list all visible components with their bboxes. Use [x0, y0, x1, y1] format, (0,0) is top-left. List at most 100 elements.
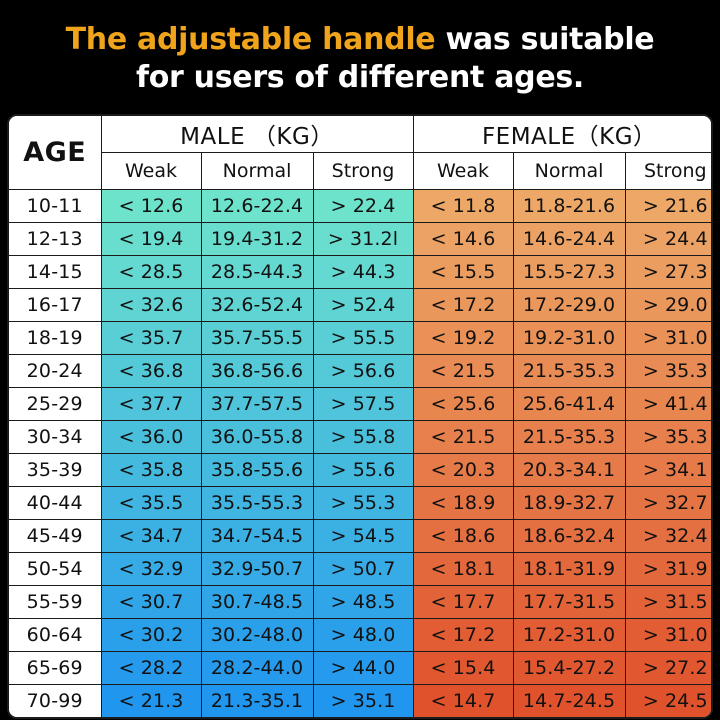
cell-male-normal: 32.6-52.4	[200, 288, 314, 322]
cell-female-normal: 19.2-31.0	[512, 321, 626, 355]
cell-female-normal: 25.6-41.4	[512, 387, 626, 421]
cell-female-weak: < 21.5	[412, 420, 514, 454]
cell-female-strong: > 27.3	[624, 255, 711, 289]
cell-age: 45-49	[9, 519, 102, 553]
cell-male-strong: > 55.8	[312, 420, 414, 454]
table-row: 14-15 < 28.5 28.5-44.3 > 44.3 < 15.5 15.5-27.…	[9, 255, 711, 289]
cell-female-normal: 14.6-24.4	[512, 222, 626, 256]
cell-male-normal: 36.8-56.6	[200, 354, 314, 388]
table-header: AGE MALE （KG） FEMALE（KG） Weak Normal Str…	[9, 116, 711, 190]
title-rest-text: was suitable	[435, 22, 655, 57]
cell-female-normal: 15.4-27.2	[512, 651, 626, 685]
table-row: 70-99 < 21.3 21.3-35.1 > 35.1 < 14.7 14.7-24.…	[9, 684, 711, 717]
cell-female-normal: 17.7-31.5	[512, 585, 626, 619]
cell-female-strong: > 32.4	[624, 519, 711, 553]
cell-age: 70-99	[9, 684, 102, 717]
cell-female-strong: > 24.5	[624, 684, 711, 717]
cell-male-weak: < 36.8	[100, 354, 202, 388]
cell-male-weak: < 19.4	[100, 222, 202, 256]
cell-male-weak: < 35.5	[100, 486, 202, 520]
cell-male-strong: > 22.4	[312, 189, 414, 223]
title-line-2: for users of different ages.	[135, 60, 585, 95]
cell-male-strong: > 54.5	[312, 519, 414, 553]
cell-male-normal: 30.2-48.0	[200, 618, 314, 652]
cell-male-normal: 21.3-35.1	[200, 684, 314, 717]
cell-male-strong: > 57.5	[312, 387, 414, 421]
cell-age: 12-13	[9, 222, 102, 256]
cell-male-weak: < 30.2	[100, 618, 202, 652]
table-body: 10-11 < 12.6 12.6-22.4 > 22.4 < 11.8 11.8-21.…	[9, 189, 711, 717]
cell-female-weak: < 17.2	[412, 618, 514, 652]
cell-female-strong: > 41.4	[624, 387, 711, 421]
header-row-subs: Weak Normal Strong Weak Normal Strong	[9, 152, 711, 190]
cell-male-normal: 28.2-44.0	[200, 651, 314, 685]
header-group-female: FEMALE（KG）	[412, 116, 711, 153]
cell-female-strong: > 29.0	[624, 288, 711, 322]
cell-age: 16-17	[9, 288, 102, 322]
cell-female-weak: < 14.6	[412, 222, 514, 256]
cell-male-strong: > 55.3	[312, 486, 414, 520]
header-age: AGE	[9, 116, 102, 190]
cell-female-strong: > 21.6	[624, 189, 711, 223]
cell-female-normal: 14.7-24.5	[512, 684, 626, 717]
cell-male-weak: < 12.6	[100, 189, 202, 223]
grip-strength-table-frame: AGE MALE （KG） FEMALE（KG） Weak Normal Str…	[7, 114, 713, 719]
cell-female-normal: 21.5-35.3	[512, 354, 626, 388]
cell-female-weak: < 15.5	[412, 255, 514, 289]
cell-female-strong: > 27.2	[624, 651, 711, 685]
cell-female-weak: < 11.8	[412, 189, 514, 223]
title-accent-text: The adjustable handle	[65, 22, 436, 57]
table-row: 65-69 < 28.2 28.2-44.0 > 44.0 < 15.4 15.4-27.…	[9, 651, 711, 685]
cell-age: 25-29	[9, 387, 102, 421]
header-female-weak: Weak	[412, 152, 514, 190]
header-female-strong: Strong	[624, 152, 711, 190]
header-male-normal: Normal	[200, 152, 314, 190]
cell-male-strong: > 55.6	[312, 453, 414, 487]
cell-male-weak: < 32.9	[100, 552, 202, 586]
cell-male-strong: > 35.1	[312, 684, 414, 717]
cell-female-normal: 11.8-21.6	[512, 189, 626, 223]
header-row-groups: AGE MALE （KG） FEMALE（KG）	[9, 116, 711, 190]
cell-age: 55-59	[9, 585, 102, 619]
cell-male-normal: 35.5-55.3	[200, 486, 314, 520]
table-row: 45-49 < 34.7 34.7-54.5 > 54.5 < 18.6 18.6-32.…	[9, 519, 711, 553]
cell-age: 60-64	[9, 618, 102, 652]
cell-age: 10-11	[9, 189, 102, 223]
cell-female-strong: > 32.7	[624, 486, 711, 520]
cell-female-normal: 21.5-35.3	[512, 420, 626, 454]
cell-male-normal: 35.8-55.6	[200, 453, 314, 487]
cell-age: 30-34	[9, 420, 102, 454]
title-banner: The adjustable handle was suitable for u…	[0, 0, 720, 114]
cell-female-strong: > 31.5	[624, 585, 711, 619]
cell-male-weak: < 36.0	[100, 420, 202, 454]
cell-female-strong: > 35.3	[624, 354, 711, 388]
cell-female-weak: < 25.6	[412, 387, 514, 421]
header-female-normal: Normal	[512, 152, 626, 190]
cell-female-normal: 18.1-31.9	[512, 552, 626, 586]
cell-male-strong: > 52.4	[312, 288, 414, 322]
cell-female-weak: < 14.7	[412, 684, 514, 717]
cell-age: 35-39	[9, 453, 102, 487]
cell-female-weak: < 19.2	[412, 321, 514, 355]
cell-female-normal: 20.3-34.1	[512, 453, 626, 487]
cell-female-strong: > 31.9	[624, 552, 711, 586]
cell-male-normal: 37.7-57.5	[200, 387, 314, 421]
cell-age: 18-19	[9, 321, 102, 355]
header-group-male: MALE （KG）	[100, 116, 414, 153]
cell-male-strong: > 50.7	[312, 552, 414, 586]
table-row: 20-24 < 36.8 36.8-56.6 > 56.6 < 21.5 21.5-35.…	[9, 354, 711, 388]
cell-female-weak: < 17.2	[412, 288, 514, 322]
cell-female-weak: < 15.4	[412, 651, 514, 685]
table-row: 40-44 < 35.5 35.5-55.3 > 55.3 < 18.9 18.9-32.…	[9, 486, 711, 520]
cell-age: 20-24	[9, 354, 102, 388]
cell-male-normal: 32.9-50.7	[200, 552, 314, 586]
cell-male-weak: < 28.2	[100, 651, 202, 685]
cell-female-strong: > 24.4	[624, 222, 711, 256]
table-row: 12-13 < 19.4 19.4-31.2 > 31.2l < 14.6 14.6-24…	[9, 222, 711, 256]
cell-male-weak: < 34.7	[100, 519, 202, 553]
cell-female-normal: 18.6-32.4	[512, 519, 626, 553]
cell-male-weak: < 35.8	[100, 453, 202, 487]
cell-male-strong: > 56.6	[312, 354, 414, 388]
cell-male-normal: 34.7-54.5	[200, 519, 314, 553]
